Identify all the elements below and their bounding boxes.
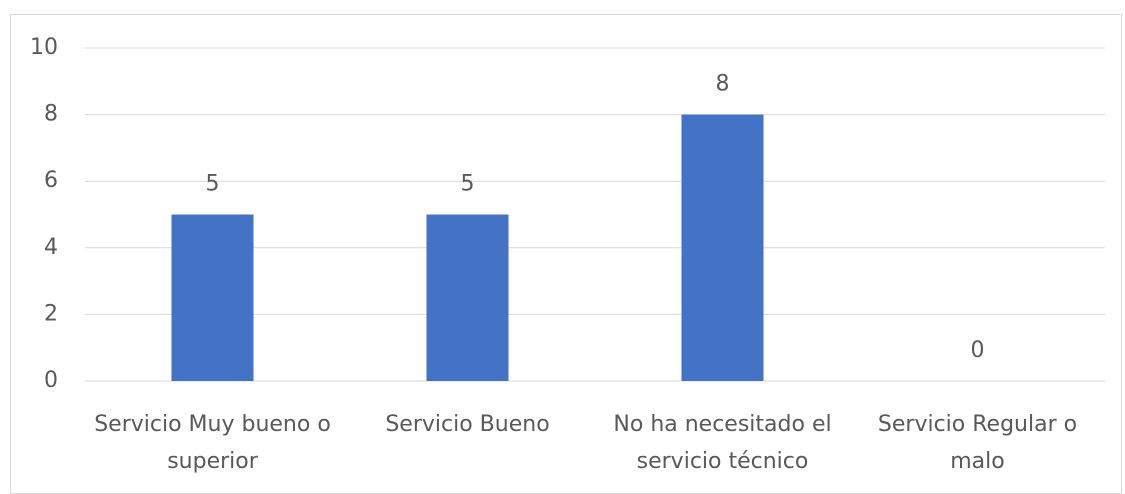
y-tick-label: 6: [44, 168, 58, 193]
x-tick-label: Servicio Regular o malo: [877, 412, 1078, 474]
data-label: 5: [206, 172, 220, 197]
x-tick-label: No ha necesitado el servicio técnico: [613, 412, 832, 474]
data-label: 0: [971, 338, 985, 363]
data-label: 5: [461, 172, 475, 197]
y-tick-label: 2: [44, 301, 58, 326]
bar: [681, 114, 764, 381]
y-tick-label: 8: [44, 102, 58, 127]
bar: [171, 214, 254, 381]
x-tick-label: Servicio Muy bueno o superior: [94, 412, 331, 474]
data-label: 8: [716, 72, 730, 97]
y-tick-label: 10: [30, 35, 58, 60]
y-tick-label: 4: [44, 235, 58, 260]
y-tick-label: 0: [44, 368, 58, 393]
x-tick-label: Servicio Bueno: [385, 412, 550, 437]
bar: [426, 214, 509, 381]
